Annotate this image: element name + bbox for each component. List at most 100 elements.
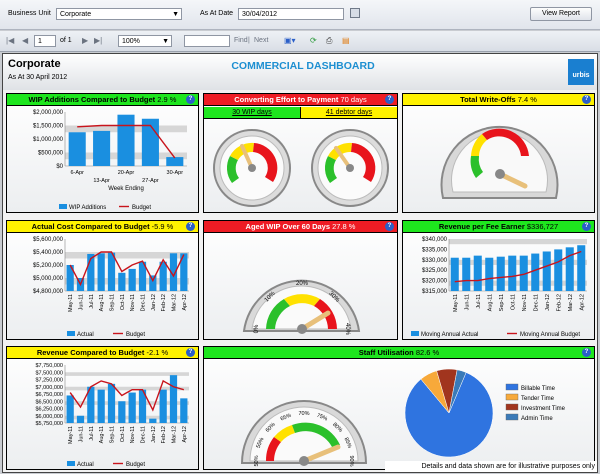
legend-label: Actual	[77, 462, 94, 468]
page-count: of 1	[60, 37, 72, 44]
budget-line	[69, 251, 185, 287]
last-page-icon[interactable]: ▶|	[94, 36, 103, 45]
bar	[66, 265, 74, 291]
y-tick-label: $5,000,000	[33, 276, 64, 282]
view-report-button[interactable]: View Report	[530, 7, 592, 21]
x-tick-label: Aug-11	[487, 294, 493, 311]
help-icon[interactable]: ?	[582, 95, 591, 104]
panel-title-value: -2.1 %	[146, 348, 169, 357]
y-tick-label: $6,000,000	[35, 414, 63, 420]
y-tick-label: $325,000	[422, 268, 448, 274]
panel-title-value: 27.8 %	[332, 222, 356, 231]
y-tick-label: $7,750,000	[35, 363, 63, 369]
panel-title: Staff Utilisation 82.6 %?	[204, 347, 594, 359]
bar	[554, 249, 563, 291]
bar	[107, 383, 116, 423]
help-icon[interactable]: ?	[582, 222, 591, 231]
urbis-logo: urbis	[568, 59, 594, 85]
x-tick-label: Apr-12	[182, 426, 188, 443]
help-icon[interactable]: ?	[186, 348, 195, 357]
panel-title-text: Revenue Compared to Budget	[36, 348, 145, 357]
gauge-tick-label: 20%	[296, 281, 309, 287]
page-number-input[interactable]: 1	[34, 35, 56, 47]
next-page-icon[interactable]: ▶	[82, 36, 89, 45]
bar	[542, 251, 551, 291]
panel-wip-additions: WIP Additions Compared to Budget 2.9 %? …	[6, 93, 199, 213]
x-tick-label: Apr-12	[579, 294, 585, 311]
print-icon[interactable]: ⎙	[326, 36, 333, 45]
x-tick-label: Sep-11	[499, 294, 505, 311]
debtor-days-link[interactable]: 41 debtor days	[301, 107, 397, 119]
bar	[496, 256, 505, 291]
x-tick-label: Jun-11	[464, 294, 470, 310]
x-axis-label: Week Ending	[108, 186, 144, 192]
x-tick-label: May-11	[453, 294, 459, 312]
y-tick-label: $5,200,000	[33, 263, 64, 269]
grid-band	[65, 372, 189, 376]
zoom-value: 100%	[122, 38, 140, 45]
page-subtitle: As At 30 April 2012	[8, 74, 68, 81]
panel-title: Revenue Compared to Budget -2.1 %?	[7, 347, 198, 359]
find-link[interactable]: Find	[234, 37, 248, 44]
panel-aged-wip: Aged WIP Over 60 Days 27.8 %? 0% 10% 20% 30…	[203, 220, 398, 340]
x-tick-label: 20-Apr	[118, 170, 135, 176]
as-at-date-input[interactable]: 30/04/2012	[238, 8, 344, 20]
y-tick-label: $315,000	[422, 289, 448, 295]
bar	[107, 252, 116, 291]
help-icon[interactable]: ?	[385, 95, 394, 104]
refresh-icon[interactable]: ⟳	[310, 36, 317, 45]
x-tick-label: Aug-11	[99, 426, 105, 443]
business-unit-select[interactable]: Corporate ▼	[56, 8, 182, 20]
help-icon[interactable]: ?	[385, 222, 394, 231]
bar	[450, 257, 459, 291]
y-tick-label: $1,500,000	[33, 124, 64, 130]
bar	[138, 261, 147, 291]
find-divider: |	[248, 37, 250, 44]
calendar-icon[interactable]	[350, 8, 360, 18]
previous-page-icon[interactable]: ◀	[22, 36, 29, 45]
legend-label: Budget	[132, 205, 151, 211]
legend-label: WIP Additions	[69, 205, 106, 211]
bar	[118, 272, 126, 291]
bar	[97, 253, 105, 291]
next-link[interactable]: Next	[254, 37, 269, 44]
bar	[166, 157, 184, 166]
parameter-bar: Business Unit Corporate ▼ As At Date 30/0…	[0, 0, 600, 30]
help-icon[interactable]: ?	[186, 95, 195, 104]
grid-band	[65, 401, 189, 405]
report-header: Corporate As At 30 April 2012 COMMERCIAL…	[3, 54, 597, 90]
x-tick-label: 27-Apr	[142, 178, 159, 184]
y-tick-label: $320,000	[422, 279, 448, 285]
wip-days-link[interactable]: 30 WIP days	[204, 107, 301, 119]
x-tick-label: Jan-12	[545, 294, 551, 311]
panel-title-text: Total Write-Offs	[460, 95, 516, 104]
grid-band	[449, 239, 587, 245]
x-tick-label: Feb-12	[556, 294, 562, 311]
gauge-tick-label: 75%	[316, 413, 329, 423]
dashboard-title: COMMERCIAL DASHBOARD	[231, 60, 375, 72]
y-tick-label: $0	[56, 164, 63, 170]
find-input[interactable]	[184, 35, 230, 47]
legend-swatch	[505, 393, 519, 401]
help-icon[interactable]: ?	[186, 222, 195, 231]
x-tick-label: Feb-12	[161, 426, 167, 443]
feed-icon[interactable]: ▤	[342, 36, 350, 45]
panel-title: Actual Cost Compared to Budget -5.9 %?	[7, 221, 198, 233]
legend-label: Moving Annual Actual	[421, 332, 478, 338]
x-tick-label: Jan-12	[151, 294, 157, 311]
legend-swatch-bar	[59, 204, 67, 209]
zoom-select[interactable]: 100% ▼	[118, 35, 172, 47]
x-tick-label: Mar-12	[568, 294, 574, 311]
panel-staff-utilisation: Staff Utilisation 82.6 %? 50% 55% 60% 65% 70…	[203, 346, 595, 470]
bar	[519, 255, 528, 291]
export-icon[interactable]: ▣▾	[284, 36, 296, 45]
x-tick-label: Dec-11	[141, 294, 147, 311]
legend-label: Moving Annual Budget	[520, 332, 580, 338]
help-icon[interactable]: ?	[582, 348, 591, 357]
panel-title: Revenue per Fee Earner $336,727?	[403, 221, 594, 233]
pie-slice	[448, 369, 467, 414]
bar	[93, 130, 111, 166]
legend-swatch	[505, 413, 519, 421]
bar	[169, 253, 178, 291]
first-page-icon[interactable]: |◀	[6, 36, 15, 45]
